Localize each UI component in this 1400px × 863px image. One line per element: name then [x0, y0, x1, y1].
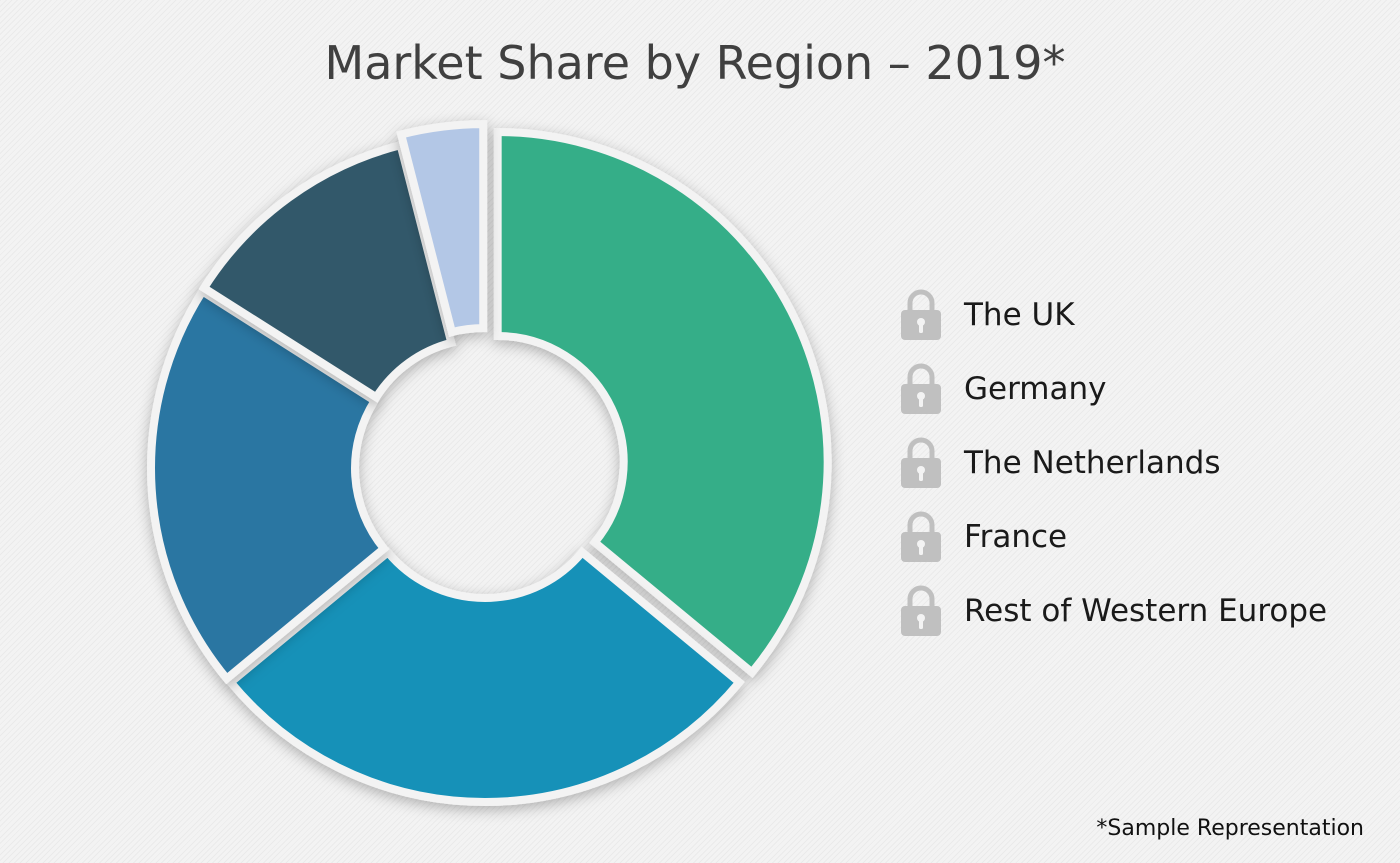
donut-slice-rest-of-western-europe [396, 120, 488, 337]
donut-slice-the-netherlands [147, 285, 390, 685]
donut-slice-france [198, 140, 457, 403]
chart-title: Market Share by Region – 2019* [324, 36, 1066, 90]
donut-slice-germany [225, 546, 745, 806]
legend-item-netherlands: The Netherlands [900, 426, 1327, 500]
lock-icon [901, 289, 941, 340]
donut-slice-the-uk [493, 128, 832, 679]
legend-item-france: France [900, 500, 1327, 574]
legend-label: France [964, 519, 1068, 555]
chart-legend: The UK Germany The Netherlands France [900, 278, 1327, 648]
legend-label: Rest of Western Europe [964, 593, 1328, 629]
legend-label: The UK [964, 297, 1075, 333]
legend-label: The Netherlands [964, 445, 1221, 481]
legend-item-rest-of-western-europe: Rest of Western Europe [900, 574, 1327, 648]
lock-icon [901, 437, 941, 488]
donut-chart [147, 120, 832, 806]
legend-item-uk: The UK [900, 278, 1327, 352]
legend-label: Germany [964, 371, 1107, 407]
lock-icon [901, 585, 941, 636]
lock-icon [901, 511, 941, 562]
lock-icon [901, 363, 941, 414]
footnote: *Sample Representation [1096, 816, 1364, 841]
legend-item-germany: Germany [900, 352, 1327, 426]
